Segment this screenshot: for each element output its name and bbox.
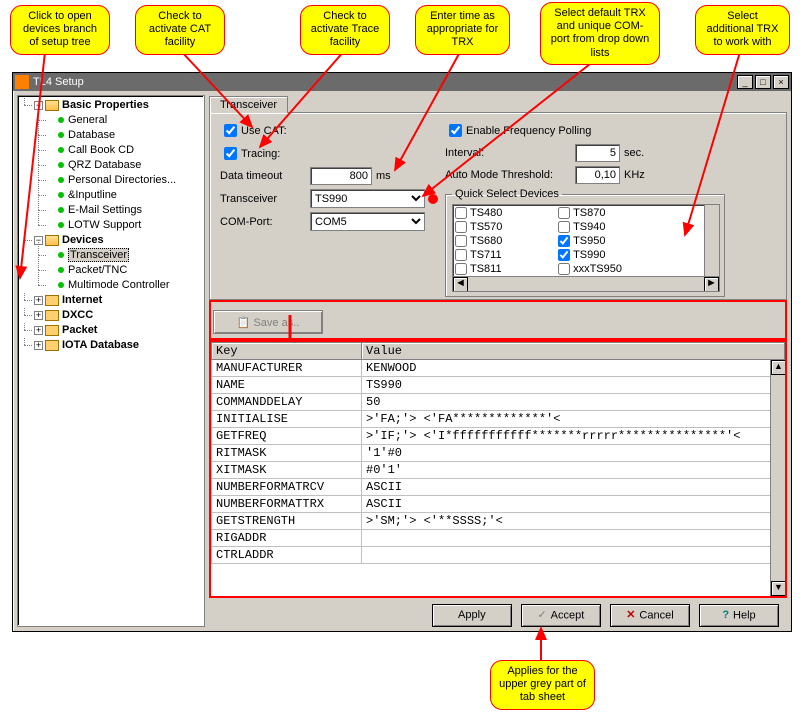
button-bar: Apply ✓Accept ✕Cancel ?Help <box>209 598 787 627</box>
efp-checkbox[interactable] <box>449 124 462 137</box>
callout-cat: Check to activate CAT facility <box>135 5 225 55</box>
qsd-item[interactable]: TS480 <box>455 206 555 220</box>
tree-dxcc[interactable]: +DXCC <box>34 308 204 323</box>
tracing-label: Tracing: <box>241 148 280 160</box>
tree-basic[interactable]: −Basic Properties GeneralDatabaseCall Bo… <box>34 98 204 233</box>
col-key[interactable]: Key <box>212 343 362 360</box>
maximize-button[interactable]: □ <box>755 75 771 89</box>
key-value-grid[interactable]: KeyValue MANUFACTURERKENWOODNAMETS990COM… <box>209 340 787 598</box>
saveas-highlight: 📋 Save as.. <box>209 300 787 340</box>
amt-label: Auto Mode Threshold: <box>445 169 575 181</box>
table-row[interactable]: XITMASK#0'1' <box>212 462 785 479</box>
qsd-item[interactable]: TS950 <box>558 234 658 248</box>
qsd-hscroll[interactable]: ◄► <box>453 276 719 291</box>
comport-label: COM-Port: <box>220 216 310 228</box>
qsd-item[interactable]: TS940 <box>558 220 658 234</box>
tracing-checkbox[interactable] <box>224 147 237 160</box>
callout-trx-com: Select default TRX and unique COM-port f… <box>540 2 660 65</box>
tree-item[interactable]: QRZ Database <box>48 158 204 173</box>
tree-item[interactable]: General <box>48 113 204 128</box>
table-row[interactable]: GETSTRENGTH>'SM;'> <'**SSSS;'< <box>212 513 785 530</box>
qsd-item[interactable]: TS811 <box>455 262 555 276</box>
window-title: TL4 Setup <box>33 76 84 88</box>
table-row[interactable]: MANUFACTURERKENWOOD <box>212 360 785 377</box>
table-row[interactable]: CTRLADDR <box>212 547 785 564</box>
tree-devices[interactable]: −Devices TransceiverPacket/TNCMultimode … <box>34 233 204 293</box>
tab-transceiver[interactable]: Transceiver <box>209 96 288 113</box>
qsd-item[interactable]: TS870 <box>558 206 658 220</box>
help-button[interactable]: ?Help <box>699 604 779 627</box>
table-row[interactable]: NUMBERFORMATTRXASCII <box>212 496 785 513</box>
tree-internet[interactable]: +Internet <box>34 293 204 308</box>
table-row[interactable]: NAMETS990 <box>212 377 785 394</box>
grid-vscroll[interactable]: ▲▼ <box>770 360 785 596</box>
qsd-item[interactable]: TS711 <box>455 248 555 262</box>
sec-label: sec. <box>624 147 644 159</box>
transceiver-label: Transceiver <box>220 193 310 205</box>
accept-button[interactable]: ✓Accept <box>521 604 601 627</box>
save-as-button[interactable]: 📋 Save as.. <box>213 310 323 334</box>
interval-input[interactable] <box>575 144 620 162</box>
amt-input[interactable] <box>575 166 620 184</box>
tree-item[interactable]: Transceiver <box>48 248 204 263</box>
qsd-list[interactable]: TS480TS570TS680TS711TS811TS850 TS870TS94… <box>452 204 720 292</box>
callout-trace: Check to activate Trace facility <box>300 5 390 55</box>
table-row[interactable]: COMMANDDELAY50 <box>212 394 785 411</box>
tree-item[interactable]: LOTW Support <box>48 218 204 233</box>
table-row[interactable]: GETFREQ>'IF;'> <'I*fffffffffff*******rrr… <box>212 428 785 445</box>
interval-label: Interval: <box>445 147 575 159</box>
table-row[interactable]: RIGADDR <box>212 530 785 547</box>
callout-apply: Applies for the upper grey part of tab s… <box>490 660 595 710</box>
qsd-legend: Quick Select Devices <box>452 188 562 200</box>
efp-label: Enable Frequency Polling <box>466 125 591 137</box>
transceiver-select[interactable]: TS990 <box>310 189 425 208</box>
ms-label: ms <box>376 170 391 182</box>
tree-item[interactable]: Packet/TNC <box>48 263 204 278</box>
callout-timeout: Enter time as appropriate for TRX <box>415 5 510 55</box>
setup-tree[interactable]: −Basic Properties GeneralDatabaseCall Bo… <box>17 95 205 627</box>
data-timeout-input[interactable] <box>310 167 372 185</box>
tree-iota[interactable]: +IOTA Database <box>34 338 204 353</box>
qsd-item[interactable]: xxxTS950 <box>558 262 658 276</box>
table-row[interactable]: INITIALISE>'FA;'> <'FA*************'< <box>212 411 785 428</box>
red-dot-marker <box>428 194 438 204</box>
khz-label: KHz <box>624 169 645 181</box>
minimize-button[interactable]: _ <box>737 75 753 89</box>
close-button[interactable]: × <box>773 75 789 89</box>
quick-select-devices: Quick Select Devices TS480TS570TS680TS71… <box>445 188 725 297</box>
tree-item[interactable]: Database <box>48 128 204 143</box>
setup-window: TL4 Setup _ □ × −Basic Properties Genera… <box>12 72 792 632</box>
tree-item[interactable]: Multimode Controller <box>48 278 204 293</box>
qsd-item[interactable]: TS570 <box>455 220 555 234</box>
qsd-item[interactable]: TS680 <box>455 234 555 248</box>
app-icon <box>15 75 29 89</box>
table-row[interactable]: RITMASK'1'#0 <box>212 445 785 462</box>
tree-packet[interactable]: +Packet <box>34 323 204 338</box>
table-row[interactable]: NUMBERFORMATRCVASCII <box>212 479 785 496</box>
tree-item[interactable]: E-Mail Settings <box>48 203 204 218</box>
transceiver-panel: Use CAT: Tracing: Data timeout ms Transc… <box>209 112 787 300</box>
use-cat-label: Use CAT: <box>241 125 287 137</box>
titlebar[interactable]: TL4 Setup _ □ × <box>13 73 791 91</box>
apply-button[interactable]: Apply <box>432 604 512 627</box>
use-cat-checkbox[interactable] <box>224 124 237 137</box>
callout-addtrx: Select additional TRX to work with <box>695 5 790 55</box>
tree-item[interactable]: Call Book CD <box>48 143 204 158</box>
tree-item[interactable]: Personal Directories... <box>48 173 204 188</box>
callout-devices: Click to open devices branch of setup tr… <box>10 5 110 55</box>
cancel-button[interactable]: ✕Cancel <box>610 604 690 627</box>
tree-item[interactable]: &Inputline <box>48 188 204 203</box>
qsd-item[interactable]: TS990 <box>558 248 658 262</box>
data-timeout-label: Data timeout <box>220 170 310 182</box>
qsd-vscroll[interactable] <box>704 205 719 276</box>
comport-select[interactable]: COM5 <box>310 212 425 231</box>
col-value[interactable]: Value <box>362 343 785 360</box>
